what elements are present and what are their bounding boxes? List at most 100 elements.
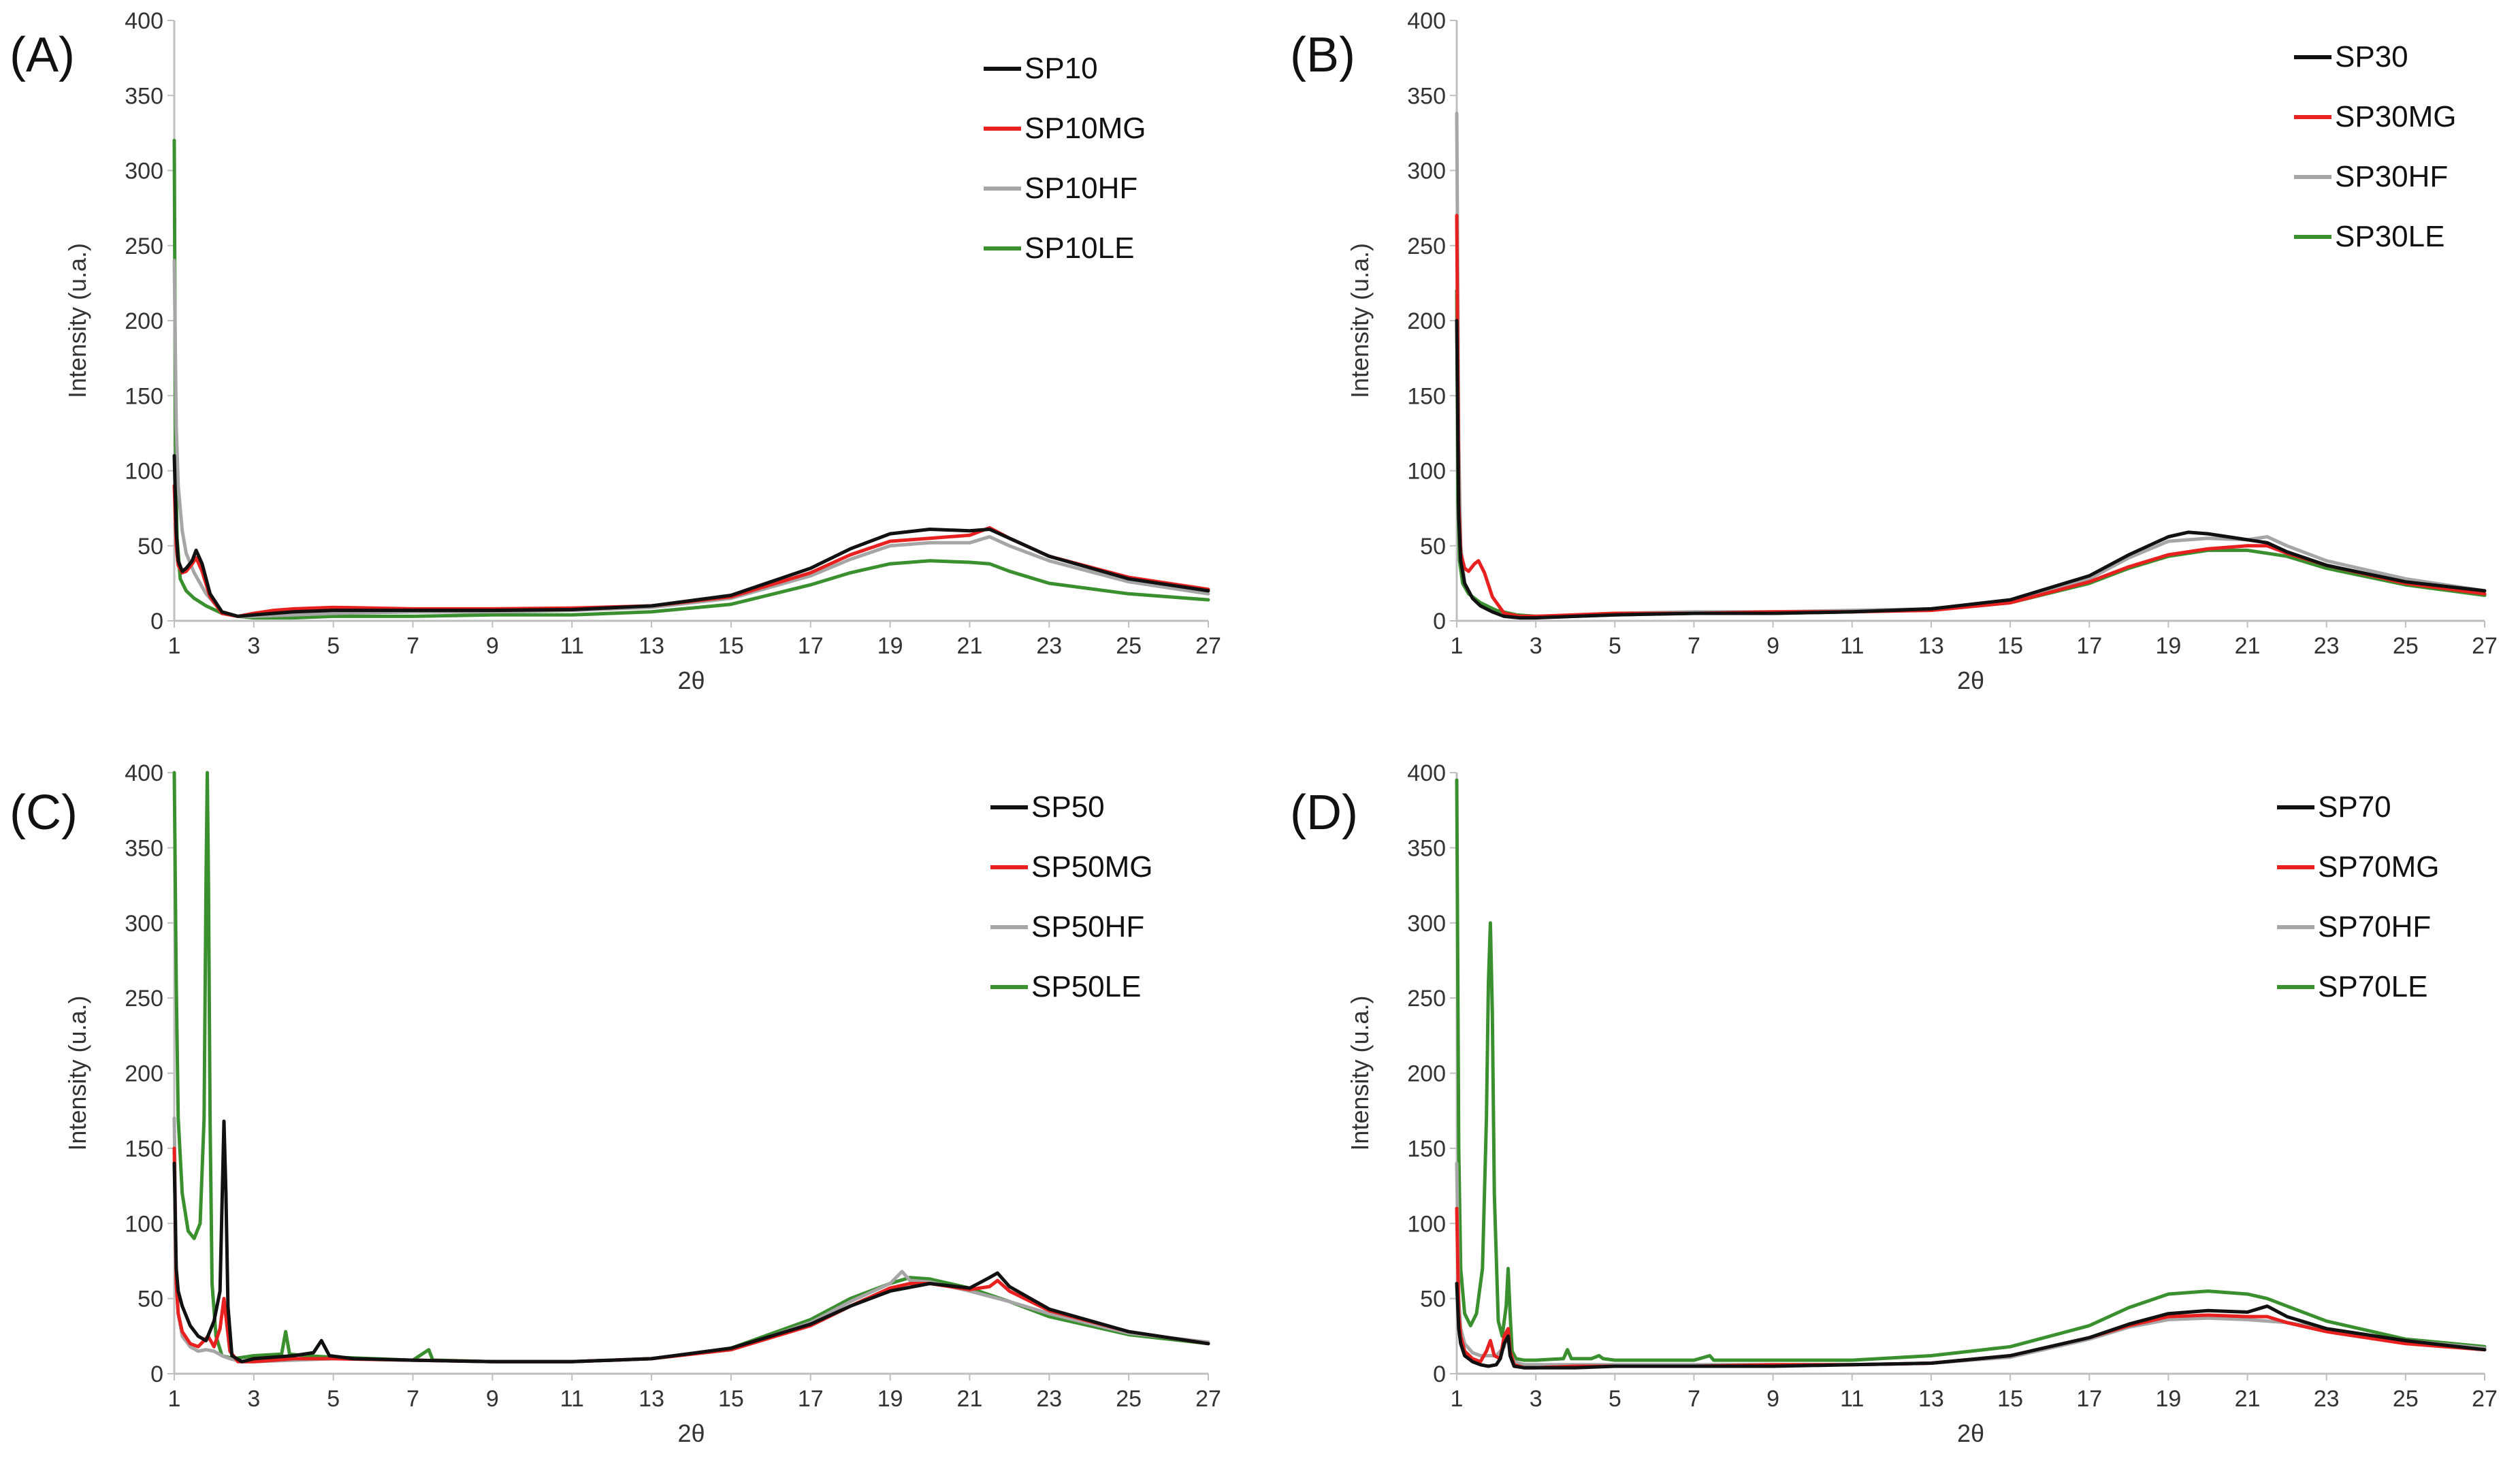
series-line-sp30 bbox=[1455, 319, 2487, 620]
legend-label: SP10 bbox=[1024, 52, 1098, 85]
x-tick-label: 21 bbox=[957, 1386, 983, 1412]
x-tick-label: 15 bbox=[718, 633, 744, 659]
x-tick-label: 5 bbox=[327, 1386, 340, 1412]
panel-label: (D) bbox=[1290, 786, 1358, 840]
series-line-sp70le bbox=[1455, 778, 2487, 1362]
y-tick-label: 250 bbox=[1407, 233, 1446, 259]
x-tick-label: 1 bbox=[1451, 633, 1464, 659]
x-tick-label: 3 bbox=[1530, 633, 1543, 659]
x-tick-label: 7 bbox=[406, 1386, 419, 1412]
x-tick-label: 17 bbox=[798, 633, 824, 659]
x-tick-label: 19 bbox=[2155, 633, 2181, 659]
legend-label: SP70MG bbox=[2318, 850, 2440, 884]
x-tick-label: 13 bbox=[1918, 633, 1944, 659]
x-tick-label: 25 bbox=[2393, 633, 2419, 659]
y-tick-label: 100 bbox=[1407, 459, 1446, 485]
y-tick-label: 50 bbox=[1420, 534, 1446, 560]
series-line-sp30mg bbox=[1455, 214, 2487, 618]
x-tick-label: 17 bbox=[2076, 633, 2102, 659]
x-tick-label: 13 bbox=[639, 1386, 664, 1412]
x-axis-title: 2θ bbox=[677, 1419, 705, 1447]
series-line-sp30hf bbox=[1455, 112, 2487, 620]
x-tick-label: 9 bbox=[1766, 1386, 1779, 1412]
x-tick-label: 27 bbox=[2472, 1386, 2498, 1412]
series-line-sp50 bbox=[172, 1119, 1210, 1364]
x-tick-label: 13 bbox=[1918, 1386, 1944, 1412]
x-tick-label: 3 bbox=[247, 1386, 260, 1412]
legend-label: SP50LE bbox=[1031, 970, 1141, 1003]
x-tick-label: 13 bbox=[639, 633, 664, 659]
y-tick-label: 0 bbox=[150, 1361, 163, 1387]
y-axis-title: Intensity (u.a.) bbox=[63, 995, 91, 1150]
x-tick-label: 23 bbox=[2314, 1386, 2340, 1412]
x-tick-label: 17 bbox=[798, 1386, 824, 1412]
x-tick-label: 19 bbox=[2155, 1386, 2181, 1412]
legend-label: SP70 bbox=[2318, 790, 2391, 824]
series-line-sp70mg bbox=[1455, 1206, 2487, 1370]
x-axis-title: 2θ bbox=[677, 666, 705, 694]
y-axis-title: Intensity (u.a.) bbox=[1346, 995, 1374, 1150]
y-tick-label: 150 bbox=[1407, 1136, 1446, 1162]
x-tick-label: 9 bbox=[1766, 633, 1779, 659]
legend-label: SP30HF bbox=[2335, 160, 2448, 193]
x-tick-label: 25 bbox=[2393, 1386, 2419, 1412]
y-tick-label: 150 bbox=[125, 383, 163, 409]
x-tick-label: 1 bbox=[168, 633, 181, 659]
y-axis-title: Intensity (u.a.) bbox=[1346, 243, 1374, 398]
legend-label: SP10LE bbox=[1024, 231, 1134, 265]
x-tick-label: 21 bbox=[2235, 1386, 2261, 1412]
y-tick-label: 350 bbox=[125, 835, 163, 861]
y-tick-label: 350 bbox=[1407, 835, 1446, 861]
x-tick-label: 1 bbox=[1451, 1386, 1464, 1412]
y-tick-label: 100 bbox=[125, 1211, 163, 1237]
x-tick-label: 7 bbox=[1688, 1386, 1700, 1412]
y-tick-label: 350 bbox=[125, 83, 163, 109]
x-tick-label: 11 bbox=[1840, 633, 1864, 659]
x-tick-label: 15 bbox=[1997, 633, 2023, 659]
legend-label: SP10HF bbox=[1024, 172, 1137, 205]
panel-label: (C) bbox=[10, 786, 78, 840]
x-tick-label: 21 bbox=[2235, 633, 2261, 659]
legend-label: SP70LE bbox=[2318, 970, 2427, 1003]
y-tick-label: 0 bbox=[1433, 609, 1446, 634]
y-tick-label: 300 bbox=[125, 911, 163, 937]
x-tick-label: 25 bbox=[1116, 633, 1142, 659]
y-tick-label: 50 bbox=[1420, 1287, 1446, 1312]
y-tick-label: 250 bbox=[1407, 986, 1446, 1012]
y-tick-label: 0 bbox=[150, 609, 163, 634]
x-tick-label: 7 bbox=[406, 633, 419, 659]
series-line-sp10mg bbox=[172, 484, 1210, 618]
legend-label: SP10MG bbox=[1024, 112, 1146, 145]
x-tick-label: 27 bbox=[1195, 633, 1221, 659]
y-tick-label: 300 bbox=[125, 159, 163, 184]
legend-label: SP30LE bbox=[2335, 220, 2444, 253]
y-tick-label: 200 bbox=[125, 1061, 163, 1087]
x-axis-title: 2θ bbox=[1957, 1419, 1984, 1447]
y-tick-label: 300 bbox=[1407, 911, 1446, 937]
x-tick-label: 17 bbox=[2076, 1386, 2102, 1412]
x-tick-label: 5 bbox=[327, 633, 340, 659]
y-tick-label: 0 bbox=[1433, 1361, 1446, 1387]
x-tick-label: 3 bbox=[1530, 1386, 1543, 1412]
y-tick-label: 250 bbox=[125, 233, 163, 259]
x-tick-label: 9 bbox=[486, 633, 499, 659]
y-tick-label: 200 bbox=[1407, 308, 1446, 334]
x-tick-label: 15 bbox=[718, 1386, 744, 1412]
panel-label: (A) bbox=[10, 28, 75, 82]
x-tick-label: 3 bbox=[247, 633, 260, 659]
y-tick-label: 400 bbox=[125, 8, 163, 34]
y-tick-label: 400 bbox=[1407, 760, 1446, 786]
x-tick-label: 1 bbox=[168, 1386, 181, 1412]
x-tick-label: 23 bbox=[2314, 633, 2340, 659]
series-line-sp50hf bbox=[172, 1116, 1210, 1364]
x-tick-label: 7 bbox=[1688, 633, 1700, 659]
x-tick-label: 11 bbox=[560, 633, 584, 659]
x-tick-label: 15 bbox=[1997, 1386, 2023, 1412]
legend-label: SP30 bbox=[2335, 40, 2408, 74]
x-axis-title: 2θ bbox=[1957, 666, 1984, 694]
legend-label: SP70HF bbox=[2318, 910, 2431, 943]
x-tick-label: 23 bbox=[1036, 1386, 1062, 1412]
